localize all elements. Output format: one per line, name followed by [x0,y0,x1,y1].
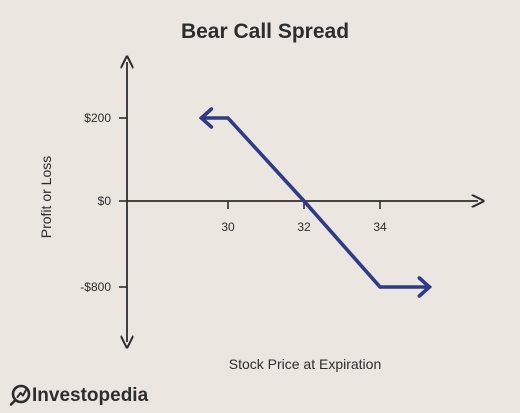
chart-title: Bear Call Spread [181,20,349,43]
x-tick-label: 32 [297,220,311,234]
brand-logo: Investopedia [9,384,149,406]
y-tick-label: -$800 [80,280,111,294]
x-axis-label: Stock Price at Expiration [229,356,382,372]
chart-marks: 30 32 34 $200 $0 -$800 [80,107,433,298]
y-tick-label: $0 [98,194,112,208]
y-tick-label: $200 [84,111,111,125]
payoff-line [199,116,432,289]
investopedia-logo-icon [9,384,31,406]
brand-name: Investopedia [32,385,149,406]
x-tick-label: 30 [221,220,235,234]
x-tick-label: 34 [373,220,387,234]
line-arrowhead-left [198,107,214,129]
y-axis-label: Profit or Loss [38,156,54,238]
line-arrowhead-right [417,276,433,298]
